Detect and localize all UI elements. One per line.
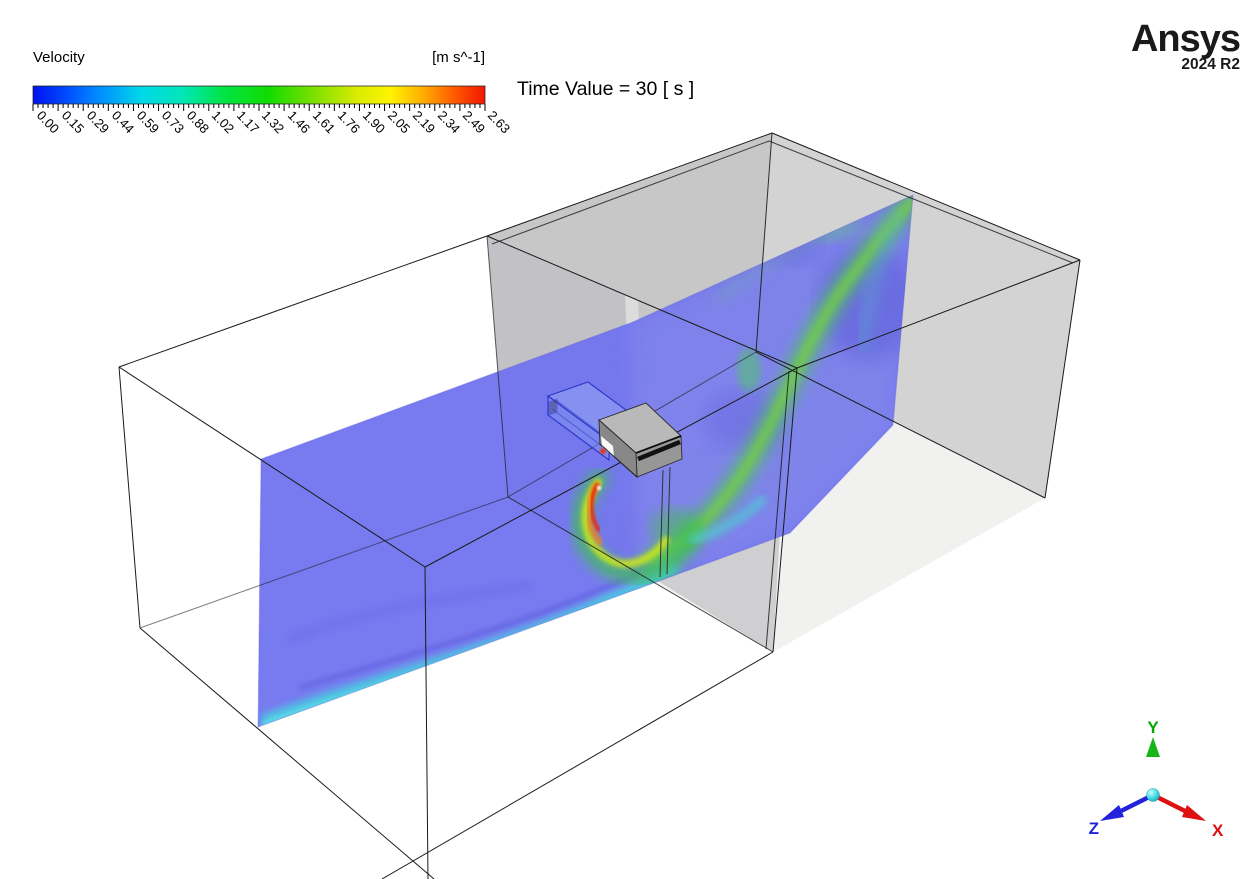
ansys-logo: Ansys 2024 R2: [1131, 18, 1241, 73]
tick-label: 0.44: [109, 108, 137, 137]
tick-label: 0.15: [59, 108, 87, 137]
tick-label: 1.02: [209, 108, 237, 137]
tick-label: 2.49: [460, 108, 488, 137]
tick-label: 2.63: [485, 108, 513, 137]
ansys-wordmark: Ansys: [1131, 18, 1240, 60]
colorbar-ticks: [32, 104, 486, 111]
tick-label: 1.76: [335, 108, 363, 137]
tick-label: 0.00: [34, 108, 62, 137]
tick-label: 1.32: [259, 108, 287, 137]
z-axis-arrowhead: [1100, 805, 1124, 821]
time-value-label: Time Value = 30 [ s ]: [517, 78, 694, 100]
tick-label: 2.19: [410, 108, 438, 137]
ac-unit: [598, 402, 683, 479]
right-room-end-wall: [756, 133, 1080, 498]
ac-outlet: [601, 436, 614, 457]
tick-label: 0.29: [84, 108, 112, 137]
room-wireframe: [118, 132, 1081, 879]
triad-origin-sphere: [1146, 788, 1160, 802]
x-axis-label: X: [1212, 821, 1224, 840]
colorbar: [32, 85, 486, 105]
tick-label: 0.73: [159, 108, 187, 137]
orientation-triad[interactable]: Y Z X: [1089, 718, 1224, 840]
tick-label: 0.88: [184, 108, 212, 137]
tick-label: 1.17: [234, 108, 262, 137]
tick-label: 2.34: [435, 108, 463, 137]
tick-label: 2.05: [385, 108, 413, 137]
legend-units: [m s^-1]: [432, 49, 485, 66]
y-axis-arrowhead: [1146, 737, 1160, 757]
colorbar-tick-labels: 0.00 0.15 0.29 0.44 0.59 0.73 0.88 1.02 …: [34, 108, 513, 137]
tick-label: 1.61: [310, 108, 338, 137]
tick-label: 1.46: [285, 108, 313, 137]
y-axis-label: Y: [1147, 718, 1159, 737]
ansys-release: 2024 R2: [1181, 56, 1240, 73]
tick-label: 1.90: [360, 108, 388, 137]
legend-title: Velocity: [33, 49, 85, 66]
room-scene[interactable]: [118, 132, 1081, 879]
legend: Velocity [m s^-1] 0.00 0.15 0.29 0.44 0.…: [32, 49, 513, 137]
tick-label: 0.59: [134, 108, 162, 137]
z-axis-label: Z: [1089, 819, 1099, 838]
x-axis-arrowhead: [1182, 805, 1206, 821]
